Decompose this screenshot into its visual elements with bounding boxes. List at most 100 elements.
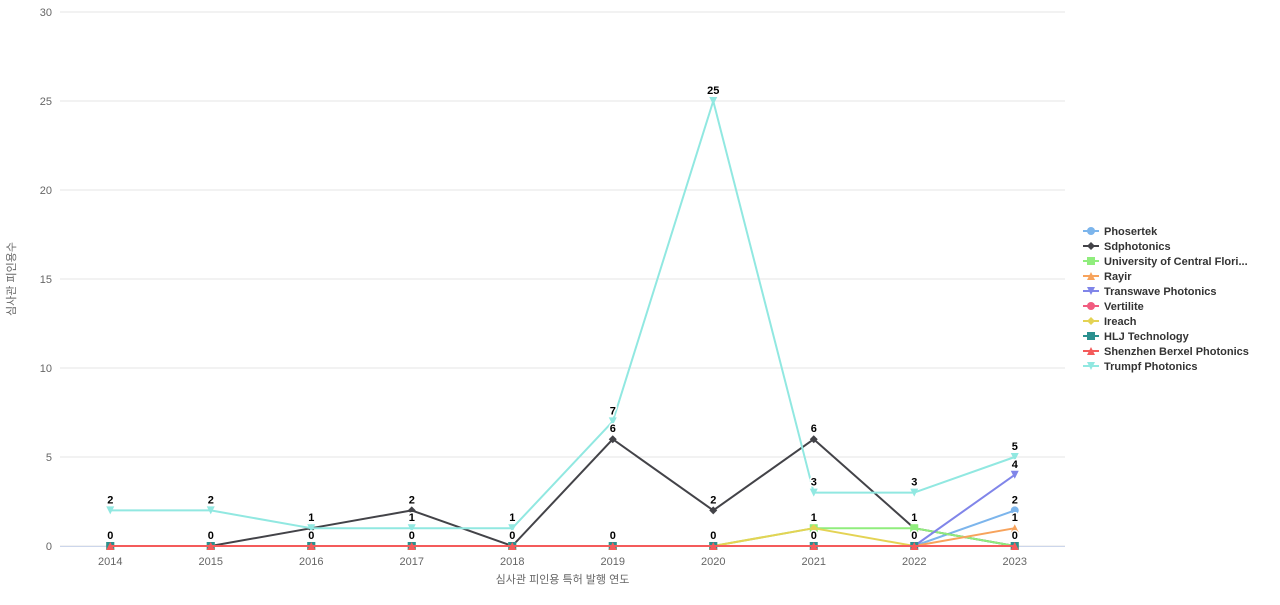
x-tick-label: 2023 [1003, 556, 1027, 568]
legend-item-sdphotonics[interactable]: Sdphotonics [1083, 241, 1171, 253]
data-label: 0 [509, 530, 515, 542]
triangle-icon [1087, 347, 1095, 355]
y-tick-label: 5 [46, 452, 52, 464]
diamond-marker [809, 524, 818, 533]
legend-label: HLJ Technology [1104, 331, 1190, 343]
legend-label: Transwave Photonics [1104, 286, 1216, 298]
series-shenzhen-berxel-photonics[interactable] [106, 542, 1019, 550]
square-icon [1087, 332, 1095, 340]
y-tick-label: 0 [46, 541, 52, 553]
triangle-down-marker [106, 506, 115, 515]
x-tick-label: 2020 [701, 556, 725, 568]
triangle-icon [1087, 272, 1095, 280]
triangle-marker [307, 542, 316, 550]
data-label: 1 [1012, 512, 1018, 524]
triangle-down-marker [508, 524, 517, 533]
series-line [109, 100, 1016, 530]
data-label: 0 [107, 530, 113, 542]
data-label: 5 [1012, 441, 1018, 453]
data-label: 7 [610, 405, 616, 417]
legend-label: Rayir [1104, 271, 1132, 283]
legend-label: Vertilite [1104, 301, 1144, 313]
square-marker [910, 524, 919, 533]
data-label: 1 [811, 512, 817, 524]
legend-item-trumpf-photonics[interactable]: Trumpf Photonics [1083, 361, 1198, 373]
legend-item-transwave-photonics[interactable]: Transwave Photonics [1083, 286, 1216, 298]
legend-label: Trumpf Photonics [1104, 361, 1198, 373]
series-transwave-photonics[interactable] [106, 470, 1019, 550]
triangle-marker [1010, 524, 1019, 533]
x-tick-label: 2016 [299, 556, 323, 568]
triangle-down-icon [1087, 287, 1095, 295]
data-label: 1 [308, 512, 314, 524]
y-tick-label: 15 [40, 274, 52, 286]
legend-item-vertilite[interactable]: Vertilite [1083, 301, 1144, 313]
legend-item-university-of-central-flori[interactable]: University of Central Flori... [1083, 256, 1248, 268]
triangle-down-marker [1010, 470, 1019, 479]
legend-label: Phosertek [1104, 226, 1158, 238]
diamond-marker [709, 506, 718, 515]
series-line [109, 527, 1016, 547]
y-tick-label: 20 [40, 185, 52, 197]
x-tick-label: 2022 [902, 556, 926, 568]
legend-label: Ireach [1104, 316, 1137, 328]
data-label: 0 [409, 530, 415, 542]
legend-item-shenzhen-berxel-photonics[interactable]: Shenzhen Berxel Photonics [1083, 346, 1249, 358]
series-line [109, 527, 1016, 547]
triangle-down-marker [709, 97, 718, 105]
legend-item-phosertek[interactable]: Phosertek [1083, 226, 1158, 238]
data-label: 6 [610, 423, 616, 435]
diamond-marker [809, 435, 818, 444]
x-tick-label: 2019 [601, 556, 625, 568]
series-line [109, 438, 1016, 547]
triangle-marker [608, 542, 617, 550]
data-label: 0 [208, 530, 214, 542]
triangle-down-marker [407, 524, 416, 533]
legend-item-ireach[interactable]: Ireach [1083, 316, 1137, 328]
data-label: 1 [509, 512, 515, 524]
data-label: 2 [710, 494, 716, 506]
x-tick-label: 2021 [802, 556, 826, 568]
circle-icon [1087, 302, 1095, 310]
triangle-down-icon [1087, 362, 1095, 370]
data-label: 0 [1012, 530, 1018, 542]
y-axis-title: 심사관 피인용수 [5, 242, 18, 316]
legend-item-hlj-technology[interactable]: HLJ Technology [1083, 331, 1190, 343]
series-line [109, 527, 1016, 547]
data-label: 0 [811, 530, 817, 542]
data-label: 1 [409, 512, 415, 524]
x-tick-label: 2014 [98, 556, 122, 568]
triangle-marker [809, 542, 818, 550]
data-label: 25 [707, 85, 719, 97]
triangle-marker [407, 542, 416, 550]
legend-label: Sdphotonics [1104, 241, 1171, 253]
data-label: 0 [911, 530, 917, 542]
triangle-marker [508, 542, 517, 550]
series-line [109, 473, 1016, 547]
x-tick-label: 2018 [500, 556, 524, 568]
data-label: 2 [107, 494, 113, 506]
triangle-down-marker [809, 488, 818, 497]
y-tick-label: 30 [40, 7, 52, 19]
diamond-icon [1087, 317, 1095, 325]
legend-label: University of Central Flori... [1104, 256, 1248, 268]
data-label: 2 [208, 494, 214, 506]
data-label: 6 [811, 423, 817, 435]
series-trumpf-photonics[interactable] [106, 97, 1019, 533]
triangle-marker [1010, 542, 1019, 550]
diamond-marker [407, 506, 416, 515]
square-icon [1087, 257, 1095, 265]
legend-item-rayir[interactable]: Rayir [1083, 271, 1132, 283]
diamond-icon [1087, 242, 1095, 250]
triangle-down-marker [608, 417, 617, 426]
diamond-marker [608, 435, 617, 444]
circle-icon [1087, 227, 1095, 235]
data-label: 0 [610, 530, 616, 542]
data-label: 4 [1012, 459, 1019, 471]
x-tick-label: 2015 [199, 556, 223, 568]
y-tick-label: 25 [40, 96, 52, 108]
triangle-marker [106, 542, 115, 550]
data-label: 2 [409, 494, 415, 506]
x-tick-label: 2017 [400, 556, 424, 568]
